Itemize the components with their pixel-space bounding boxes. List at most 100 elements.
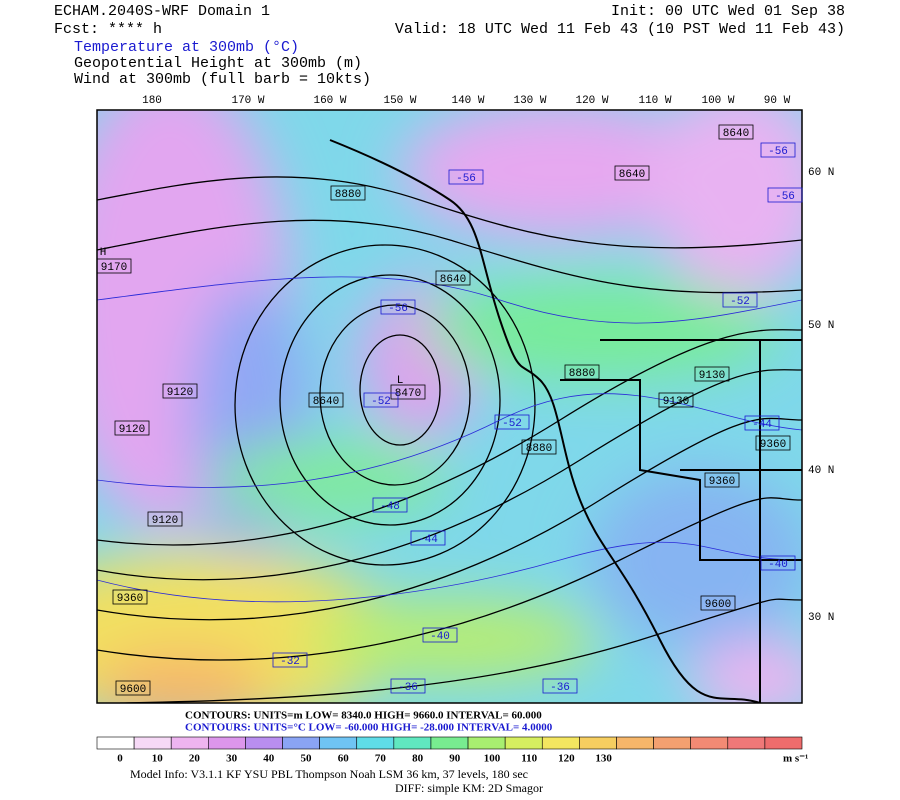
longitude-label: 140 W (451, 95, 484, 107)
height-label: 9170 (96, 258, 132, 274)
height-label: 8880 (564, 364, 600, 380)
label-box (521, 439, 557, 455)
colorbar-label: 0 (117, 753, 123, 765)
longitude-label: 100 W (701, 95, 734, 107)
forecast-hour: Fcst: **** h (54, 21, 162, 38)
height-label: 8880 (330, 185, 366, 201)
label-text: -56 (768, 146, 788, 158)
label-box (114, 420, 150, 436)
field-height: Geopotential Height at 300mb (m) (74, 55, 362, 72)
colorbar-label: 70 (375, 753, 387, 765)
label-box (755, 435, 791, 451)
shading (97, 110, 802, 703)
label-box (390, 678, 426, 694)
latitude-label: 30 N (808, 612, 834, 624)
colorbar-swatch (133, 736, 172, 750)
label-text: -52 (502, 418, 522, 430)
label-box (760, 555, 796, 571)
colorbar-swatch (282, 736, 320, 750)
colorbar-unit: m s⁻¹ (783, 753, 808, 765)
label-text: -40 (768, 559, 788, 571)
label-text: 9360 (117, 593, 143, 605)
colorbar-label: 90 (449, 753, 461, 765)
label-box (162, 383, 198, 399)
height-label: 8640 (614, 165, 650, 181)
label-text: -52 (730, 296, 750, 308)
map-labels: 180 170 W 160 W 150 W 140 W 130 W 120 W 110 W 10… (96, 95, 834, 696)
height-contour-info: CONTOURS: UNITS=m LOW= 8340.0 HIGH= 9660… (185, 710, 542, 722)
colorbar-swatch (467, 736, 506, 750)
label-box (372, 497, 408, 513)
colorbar-label: 110 (521, 753, 537, 765)
label-box (112, 589, 148, 605)
colorbar-swatch (690, 736, 729, 750)
label-text: 8880 (526, 443, 552, 455)
label-box (564, 364, 600, 380)
label-text: 8640 (440, 274, 466, 286)
label-box (722, 292, 758, 308)
colorbar-swatch (96, 736, 135, 750)
label-text: 9360 (760, 439, 786, 451)
label-box (272, 652, 308, 668)
field-temperature: Temperature at 300mb (°C) (74, 39, 299, 56)
label-text: -52 (371, 396, 391, 408)
colorbar-swatch (356, 736, 395, 750)
label-text: 8470 (395, 388, 421, 400)
label-text: 9600 (120, 684, 146, 696)
colorbar-label: 100 (484, 753, 501, 765)
height-contours (97, 176, 802, 703)
label-box (767, 187, 803, 203)
colorbar-swatch (430, 736, 469, 750)
temperature-label: -44 (410, 530, 446, 546)
temperature-label: -56 (767, 187, 803, 203)
height-label: 9120 (147, 511, 183, 527)
label-text: -56 (388, 303, 408, 315)
colorbar-label: 20 (189, 753, 201, 765)
height-label: 9130 (658, 392, 694, 408)
label-text: -32 (280, 656, 300, 668)
label-box (390, 384, 426, 400)
height-label: 9600 (700, 595, 736, 611)
model-info: Model Info: V3.1.1 KF YSU PBL Thompson N… (130, 767, 528, 781)
colorbar-swatch (208, 736, 246, 750)
label-box (542, 678, 578, 694)
colorbar-label: 30 (226, 753, 238, 765)
label-text: -40 (430, 631, 450, 643)
colorbar-label: 120 (558, 753, 575, 765)
label-box (718, 124, 754, 140)
height-label: 9600 (115, 680, 151, 696)
colorbar-swatch (393, 736, 432, 750)
label-text: 8640 (313, 396, 339, 408)
map-field (97, 110, 802, 703)
label-text: -48 (380, 501, 400, 513)
colorbar-label: 80 (412, 753, 424, 765)
label-box (658, 392, 694, 408)
colorbar-swatch (653, 736, 691, 750)
label-text: 8880 (335, 189, 361, 201)
label-text: 9130 (663, 396, 689, 408)
label-text: 9170 (101, 262, 127, 274)
longitude-label: 160 W (313, 95, 346, 107)
longitude-label: 110 W (638, 95, 671, 107)
label-box (494, 414, 530, 430)
label-box (700, 595, 736, 611)
label-text: -44 (418, 534, 438, 546)
label-box (448, 169, 484, 185)
label-text: -56 (775, 191, 795, 203)
height-label: 9360 (112, 589, 148, 605)
label-box (410, 530, 446, 546)
label-text: 9360 (709, 476, 735, 488)
height-label: 9120 (114, 420, 150, 436)
colorbar-label: 130 (595, 753, 612, 765)
label-text: 9120 (119, 424, 145, 436)
diff-info: DIFF: simple KM: 2D Smagor (395, 781, 543, 795)
label-text: 8640 (619, 169, 645, 181)
coastline (329, 139, 802, 703)
label-text: 8880 (569, 368, 595, 380)
longitude-label: 180 (142, 95, 162, 107)
label-box (115, 680, 151, 696)
label-box (422, 627, 458, 643)
longitude-label: 120 W (575, 95, 608, 107)
label-box (330, 185, 366, 201)
valid-time: Valid: 18 UTC Wed 11 Feb 43 (10 PST Wed … (395, 21, 845, 38)
